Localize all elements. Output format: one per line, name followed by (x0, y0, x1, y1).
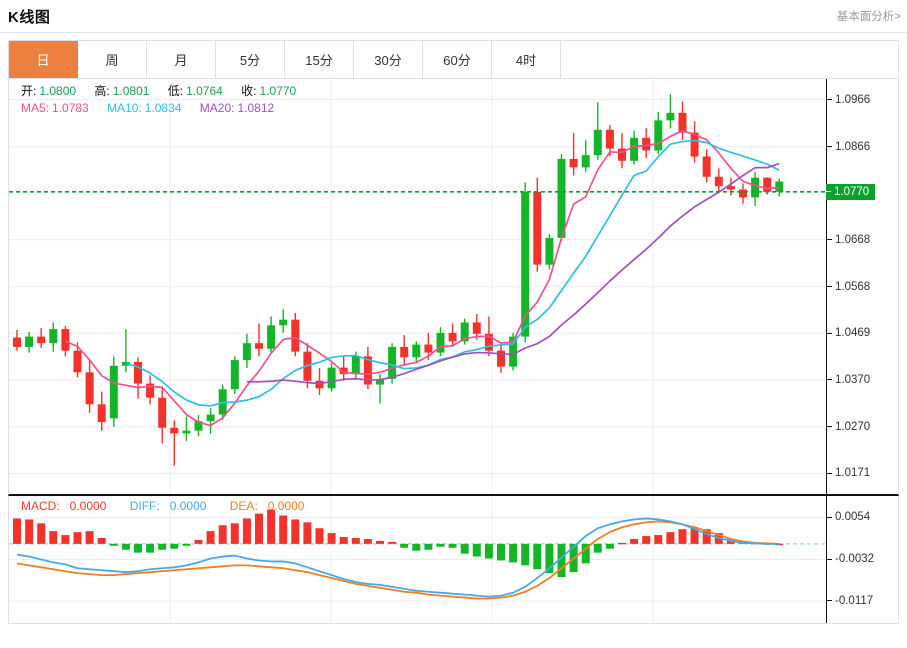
open-label: 开: (21, 84, 37, 98)
candlestick-plot (9, 79, 842, 494)
tab-30min[interactable]: 30分 (354, 41, 423, 78)
tab-5min[interactable]: 5分 (216, 41, 285, 78)
diff-label: DIFF: (129, 499, 160, 513)
high-value: 1.0801 (112, 84, 150, 98)
price-axis-tick: 1.0866 (827, 141, 870, 153)
price-chart-panel[interactable]: 开: 1.0800 高: 1.0801 低: 1.0764 收: 1.0770 MA5:… (8, 78, 899, 496)
macd-axis: 0.0054 -0.0032 -0.0117 (826, 496, 898, 623)
macd-axis-tick: -0.0032 (827, 553, 874, 565)
open-value: 1.0800 (39, 84, 77, 98)
ma5-value: 1.0783 (52, 101, 89, 115)
tabbar-filler (561, 41, 898, 78)
close-label: 收: (241, 84, 257, 98)
price-axis-tick: 1.0270 (827, 421, 870, 433)
tab-4hour[interactable]: 4时 (492, 41, 561, 78)
macd-legend: MACD: 0.0000 DIFF: 0.0000 DEA: 0.0000 (21, 499, 324, 513)
dea-value: 0.0000 (267, 499, 305, 513)
price-axis-tick: 1.0171 (827, 467, 870, 479)
ma-row: MA5: 1.0783 MA10: 1.0834 MA20: 1.0812 (21, 100, 299, 117)
tab-day[interactable]: 日 (9, 41, 78, 78)
tab-60min[interactable]: 60分 (423, 41, 492, 78)
low-value: 1.0764 (186, 84, 223, 98)
current-price-badge: 1.0770 (826, 183, 876, 200)
diff-readout: DIFF: 0.0000 (130, 499, 217, 513)
price-axis-tick: 1.0668 (827, 234, 870, 246)
macd-value: 0.0000 (69, 499, 107, 513)
ma5-label: MA5: (21, 101, 50, 115)
macd-axis-tick: -0.0117 (827, 595, 873, 607)
price-axis-tick: 1.0966 (827, 94, 870, 106)
tab-15min[interactable]: 15分 (285, 41, 354, 78)
macd-plot (9, 496, 842, 622)
price-axis: 1.0966 1.0866 1.0770 1.0668 1.0568 1.0469 1.03… (826, 79, 898, 494)
dea-label: DEA: (229, 499, 258, 513)
dea-readout: DEA: 0.0000 (230, 499, 315, 513)
ohlc-row: 开: 1.0800 高: 1.0801 低: 1.0764 收: 1.0770 (21, 83, 299, 100)
price-axis-tick: 1.0469 (827, 327, 870, 339)
ma10-label: MA10: (107, 101, 142, 115)
diff-value: 0.0000 (169, 499, 207, 513)
macd-label: MACD: (21, 499, 60, 513)
page-title: K线图 (8, 8, 51, 26)
tab-week[interactable]: 周 (78, 41, 147, 78)
ma20-value: 1.0812 (237, 101, 275, 115)
macd-chart-panel[interactable]: MACD: 0.0000 DIFF: 0.0000 DEA: 0.0000 0.005… (8, 496, 899, 624)
price-axis-tick: 1.0568 (827, 281, 870, 293)
ma20-label: MA20: (199, 101, 235, 115)
ma10-value: 1.0834 (144, 101, 182, 115)
low-label: 低: (167, 84, 184, 98)
close-value: 1.0770 (259, 84, 297, 98)
fundamental-analysis-link[interactable]: 基本面分析> (836, 11, 901, 23)
macd-axis-tick: 0.0054 (827, 511, 870, 523)
price-axis-tick: 1.0370 (827, 374, 870, 386)
page-header: K线图 基本面分析> (0, 0, 907, 33)
timeframe-tabbar: 日 周 月 5分 15分 30分 60分 4时 (8, 40, 899, 78)
macd-readout: MACD: 0.0000 (21, 499, 116, 513)
high-label: 高: (94, 84, 110, 98)
quote-legend: 开: 1.0800 高: 1.0801 低: 1.0764 收: 1.0770 MA5:… (21, 83, 299, 117)
tab-month[interactable]: 月 (147, 41, 216, 78)
